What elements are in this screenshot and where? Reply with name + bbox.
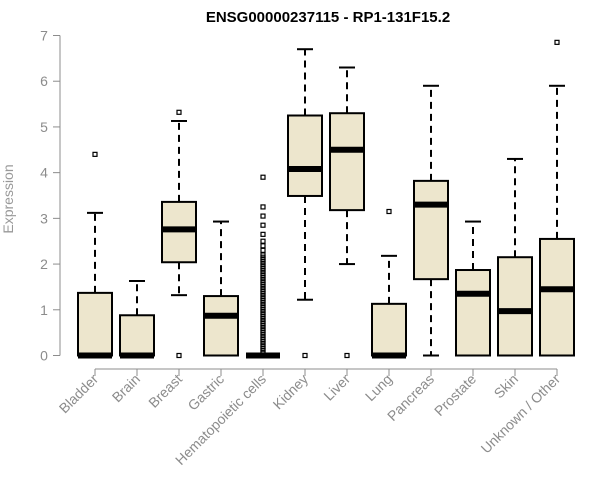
y-tick-label: 3: [40, 210, 48, 226]
y-tick-label: 5: [40, 119, 48, 135]
x-tick-label: Liver: [320, 371, 353, 404]
x-tick-label: Unknown / Other: [478, 371, 564, 457]
x-tick-label: Pancreas: [384, 371, 437, 424]
outlier-point: [260, 350, 266, 356]
box-brain: [119, 279, 155, 359]
box-breast: [161, 109, 197, 359]
x-tick-label: Bladder: [56, 371, 102, 417]
x-tick-label: Kidney: [270, 371, 312, 413]
outlier-point: [260, 174, 266, 180]
y-axis: 0 1 2 3 4 5 6 7: [40, 28, 61, 364]
iqr-box: [371, 302, 407, 357]
iqr-box: [329, 112, 365, 212]
outlier-point: [260, 222, 266, 228]
outlier-point: [344, 352, 350, 359]
box-kidney: [287, 48, 323, 359]
outlier-point: [260, 243, 266, 249]
outlier-point: [260, 213, 266, 219]
outlier-point: [260, 231, 266, 237]
y-tick-label: 6: [40, 73, 48, 89]
box-pancreas: [413, 84, 449, 357]
box-prostate: [455, 220, 491, 357]
box-unknown-other: [539, 39, 575, 357]
y-axis-label: Expression: [0, 164, 16, 233]
outlier-point: [260, 247, 266, 253]
box-skin: [497, 157, 533, 357]
iqr-box: [119, 314, 155, 357]
y-tick-label: 7: [40, 28, 48, 44]
y-tick-label: 1: [40, 302, 48, 318]
iqr-box: [287, 114, 323, 197]
iqr-box: [455, 269, 491, 357]
iqr-box: [539, 237, 575, 357]
y-tick-label: 4: [40, 165, 48, 181]
outlier-point: [260, 204, 266, 210]
outlier-point: [554, 39, 560, 45]
x-tick-label: Brain: [109, 371, 143, 405]
outlier-point: [92, 151, 98, 157]
x-tick-label: Prostate: [431, 371, 479, 419]
box-liver: [329, 66, 365, 359]
outlier-point: [176, 352, 182, 359]
box-bladder: [77, 151, 113, 359]
iqr-box: [77, 291, 113, 357]
outlier-point: [176, 109, 182, 115]
iqr-box: [413, 179, 449, 281]
iqr-box: [203, 295, 239, 357]
iqr-box: [497, 256, 533, 357]
box-gastric: [203, 220, 239, 357]
x-tick-label: Lung: [362, 371, 395, 404]
outlier-point: [302, 352, 308, 359]
y-tick-label: 2: [40, 256, 48, 272]
boxes-group: [77, 39, 575, 359]
x-tick-label: Skin: [491, 371, 522, 402]
outlier-point: [386, 208, 392, 215]
box-lung: [371, 208, 407, 359]
outlier-point: [260, 238, 266, 244]
x-tick-label: Breast: [145, 371, 185, 411]
y-tick-label: 0: [40, 348, 48, 364]
box-hematopoietic-cells: [246, 174, 280, 359]
chart-title: ENSG00000237115 - RP1-131F15.2: [206, 9, 450, 26]
